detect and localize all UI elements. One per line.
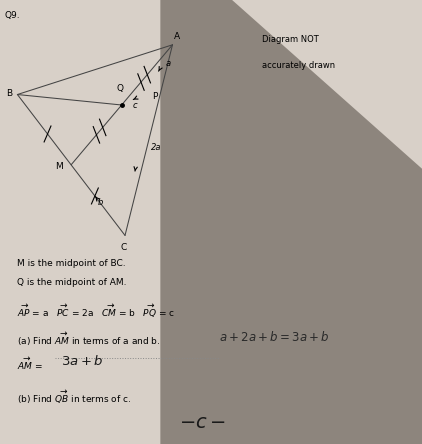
Text: B: B (6, 89, 13, 98)
Text: $-c-$: $-c-$ (179, 413, 226, 432)
Text: 2a: 2a (151, 143, 162, 152)
Text: P: P (152, 91, 158, 101)
Text: $a+2a+b=3a+b$: $a+2a+b=3a+b$ (219, 330, 330, 345)
Text: A: A (174, 32, 180, 41)
Polygon shape (160, 0, 422, 444)
Text: $\overrightarrow{AP}$ = a   $\overrightarrow{PC}$ = 2a   $\overrightarrow{CM}$ =: $\overrightarrow{AP}$ = a $\overrightarr… (16, 303, 175, 320)
Text: a: a (165, 59, 170, 68)
Text: M is the midpoint of BC.: M is the midpoint of BC. (16, 259, 125, 268)
Text: Diagram NOT: Diagram NOT (262, 35, 318, 44)
Text: C: C (120, 243, 127, 252)
Text: c: c (133, 101, 137, 111)
Text: Q is the midpoint of AM.: Q is the midpoint of AM. (16, 278, 126, 287)
Text: accurately drawn: accurately drawn (262, 61, 335, 70)
Text: (a) Find $\overrightarrow{AM}$ in terms of a and b.: (a) Find $\overrightarrow{AM}$ in terms … (16, 331, 160, 349)
Text: b: b (98, 198, 103, 207)
Text: Q: Q (117, 84, 124, 94)
Text: Q9.: Q9. (4, 11, 20, 20)
Text: $3a+b$: $3a+b$ (61, 354, 104, 368)
Text: $\overrightarrow{AM}$ =: $\overrightarrow{AM}$ = (16, 356, 42, 372)
Text: M: M (55, 162, 62, 171)
Text: (b) Find $\overrightarrow{QB}$ in terms of c.: (b) Find $\overrightarrow{QB}$ in terms … (16, 388, 131, 406)
